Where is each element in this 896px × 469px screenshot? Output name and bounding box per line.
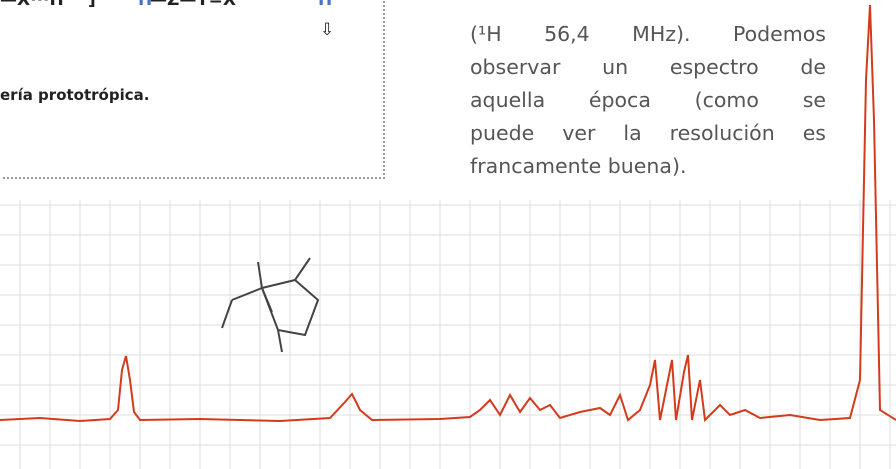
paragraph-line: puede ver la resolución es [470, 117, 826, 150]
paragraph: (¹H 56,4 MHz). Podemos observar un espec… [470, 18, 826, 183]
paragraph-line: observar un espectro de [470, 51, 826, 84]
paragraph-line: aquella época (como se [470, 84, 826, 117]
page: —X···H ] H —Z—Y=X H ⇩ ería prototrópica.… [0, 0, 896, 469]
paragraph-line: (¹H 56,4 MHz). Podemos [470, 18, 826, 51]
paragraph-line: francamente buena). [470, 150, 826, 183]
molecule [222, 258, 318, 352]
